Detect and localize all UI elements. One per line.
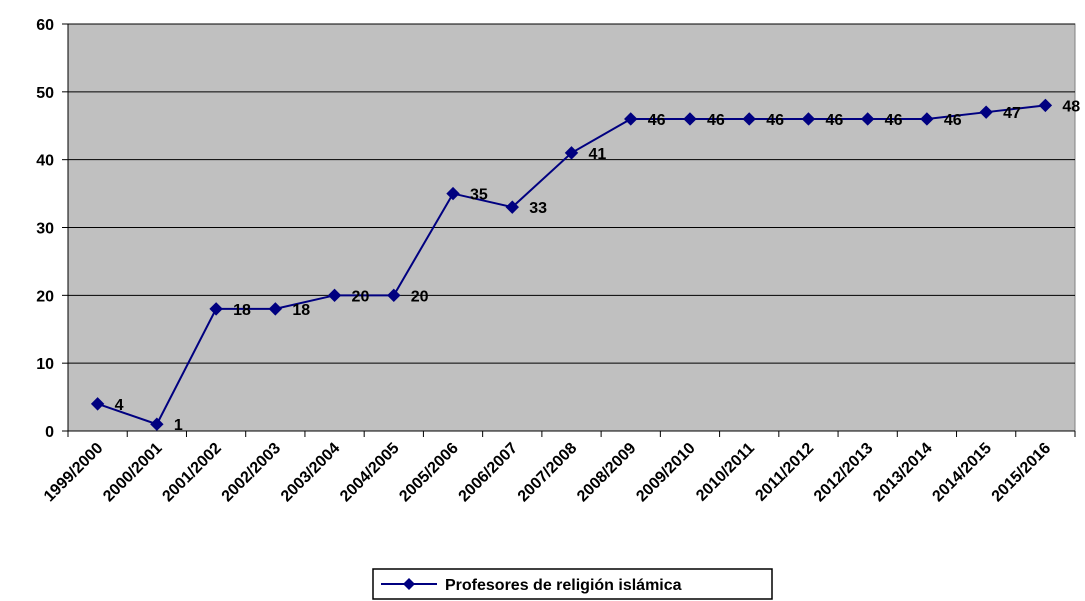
x-tick-label: 2008/2009	[574, 440, 640, 506]
data-point-marker	[801, 112, 816, 126]
x-tick-label: 2011/2012	[752, 440, 817, 505]
data-label: 4	[115, 397, 124, 414]
data-label: 18	[233, 302, 251, 319]
data-point-marker	[90, 397, 105, 411]
data-point-marker	[742, 112, 756, 126]
y-tick-label: 20	[36, 288, 54, 305]
data-point-marker	[624, 112, 638, 126]
x-tick-label: 2006/2007	[456, 440, 522, 506]
data-point-marker	[209, 302, 223, 316]
data-label: 35	[470, 187, 488, 204]
data-label: 46	[885, 112, 903, 129]
data-label: 48	[1062, 98, 1080, 115]
data-point-marker	[564, 146, 579, 160]
x-tick-label: 2007/2008	[515, 440, 581, 506]
y-tick-label: 60	[36, 17, 54, 34]
data-point-marker	[920, 112, 934, 126]
data-label: 33	[529, 200, 547, 217]
data-label: 46	[707, 112, 725, 129]
series-layer	[90, 98, 1053, 431]
x-tick-label: 2005/2006	[396, 440, 462, 506]
data-label: 46	[825, 112, 843, 129]
data-point-marker	[1038, 98, 1053, 113]
y-tick-label: 50	[36, 85, 54, 102]
x-tick-label: 2002/2003	[219, 440, 285, 506]
x-tick-label: 2000/2001	[100, 440, 166, 506]
data-label: 46	[648, 112, 666, 129]
x-tick-label: 2003/2004	[278, 440, 344, 506]
data-point-marker	[446, 186, 460, 201]
x-tick-label: 2004/2005	[337, 440, 403, 506]
data-label: 20	[352, 288, 370, 305]
x-tick-label: 2013/2014	[870, 440, 936, 506]
legend-box	[372, 568, 773, 600]
legend-marker-icon	[403, 578, 415, 590]
data-point-marker	[150, 417, 164, 431]
y-tick-label: 0	[45, 424, 54, 441]
data-label: 18	[292, 302, 310, 319]
legend: Profesores de religión islámica	[372, 568, 773, 600]
gridlines	[68, 23, 1075, 364]
y-tick-label: 40	[36, 153, 54, 170]
data-label: 41	[589, 146, 607, 163]
data-label: 20	[411, 288, 429, 305]
y-tick-label: 30	[36, 221, 54, 238]
x-tick-label: 2014/2015	[929, 440, 995, 506]
legend-label: Profesores de religión islámica	[445, 577, 682, 594]
data-point-marker	[268, 302, 283, 316]
x-tick-label: 2015/2016	[989, 440, 1055, 506]
x-tick-label: 2009/2010	[633, 440, 699, 506]
data-point-marker	[387, 288, 401, 303]
data-point-marker	[860, 112, 875, 126]
x-tick-label: 2001/2002	[159, 440, 225, 506]
data-point-marker	[327, 288, 342, 303]
y-tick-label: 10	[36, 356, 54, 373]
x-tick-label: 2010/2011	[693, 440, 758, 505]
x-tick-label: 2012/2013	[811, 440, 877, 506]
data-point-marker	[979, 105, 993, 119]
data-label: 1	[174, 417, 183, 434]
data-point-marker	[505, 200, 519, 214]
x-tick-label: 1999/2000	[41, 440, 107, 506]
data-label: 46	[944, 112, 962, 129]
data-label: 46	[766, 112, 784, 129]
data-point-marker	[683, 112, 697, 126]
data-label: 47	[1003, 105, 1021, 122]
